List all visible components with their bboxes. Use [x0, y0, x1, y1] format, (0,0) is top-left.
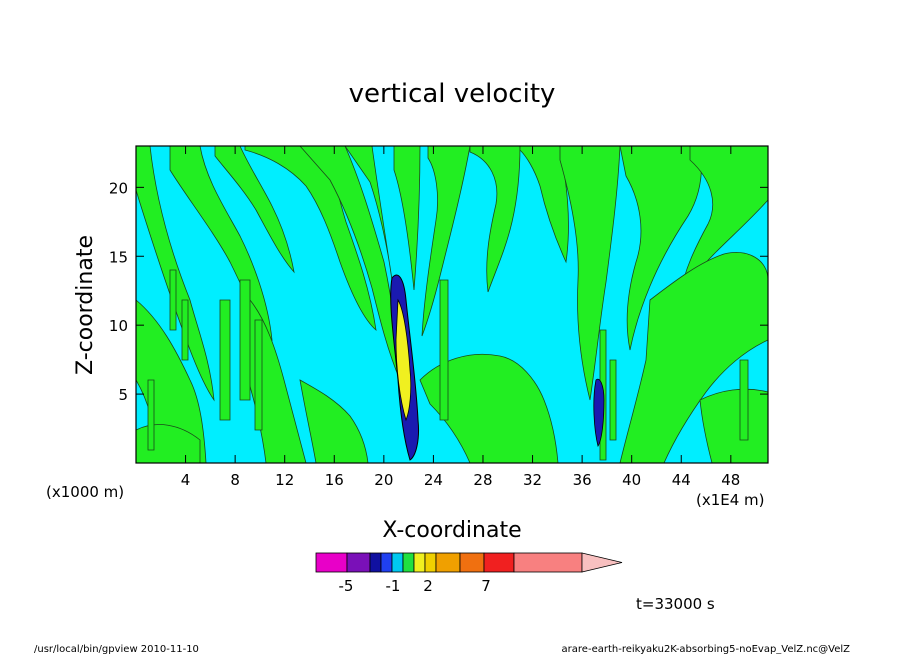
y-axis-label: Z-coordinate	[73, 235, 98, 375]
colorbar-tick-label: -1	[386, 577, 401, 595]
colorbar-tick-label: 7	[481, 577, 491, 595]
secondary-core	[593, 378, 605, 447]
positive-contour	[699, 388, 769, 464]
x-tick-label: 40	[622, 471, 641, 489]
x-tick-label: 36	[573, 471, 592, 489]
y-tick-label: 5	[118, 386, 128, 404]
y-tick-label: 15	[109, 248, 128, 266]
colorbar-segment	[459, 552, 485, 573]
colorbar-tick-label: -5	[339, 577, 354, 595]
positive-strip	[219, 299, 231, 421]
x-tick-label: 32	[523, 471, 542, 489]
positive-strip	[181, 299, 189, 361]
positive-contour	[619, 252, 769, 464]
colorbar-segment	[315, 552, 348, 573]
chart-title: vertical velocity	[349, 79, 556, 109]
plot-area	[135, 145, 769, 464]
contour-field	[135, 145, 769, 464]
x-tick-label: 48	[721, 471, 740, 489]
positive-contour	[419, 353, 559, 464]
positive-contour	[214, 145, 295, 274]
x-axis-label: X-coordinate	[382, 518, 521, 543]
positive-contour	[421, 145, 471, 337]
positive-contour	[619, 145, 702, 351]
x-tick-label: 24	[424, 471, 443, 489]
colorbar-segment	[369, 552, 382, 573]
footer-left: /usr/local/bin/gpview 2010-11-10	[34, 644, 199, 654]
y-unit-label: (x1000 m)	[46, 483, 124, 501]
x-axis: 4 8 12 16 20 24 28 32 36 40 44 48	[136, 146, 768, 489]
colorbar-arrow	[581, 552, 623, 573]
colorbar	[315, 552, 623, 573]
positive-strip	[254, 319, 263, 431]
colorbar-segment	[380, 552, 393, 573]
positive-strip	[147, 379, 155, 451]
x-tick-label: 28	[473, 471, 492, 489]
x-unit-label: (x1E4 m)	[696, 491, 765, 509]
colorbar-tick-label: 2	[423, 577, 433, 595]
positive-strip	[239, 279, 251, 401]
footer-right: arare-earth-reikyaku2K-absorbing5-noEvap…	[562, 644, 851, 654]
positive-contour	[559, 145, 621, 401]
positive-contour	[299, 379, 369, 464]
positive-contour	[393, 145, 421, 291]
colorbar-segment	[424, 552, 437, 573]
colorbar-segment	[391, 552, 404, 573]
positive-contour	[244, 145, 377, 332]
x-tick-label: 16	[325, 471, 344, 489]
colorbar-segment	[435, 552, 461, 573]
colorbar-segment	[483, 552, 515, 573]
positive-contour	[519, 145, 569, 264]
y-tick-label: 10	[109, 317, 128, 335]
positive-contour	[469, 145, 521, 293]
positive-strip	[609, 359, 617, 441]
positive-strip	[169, 269, 177, 331]
x-tick-label: 12	[275, 471, 294, 489]
positive-strip	[439, 279, 449, 421]
colorbar-segment	[513, 552, 583, 573]
x-tick-label: 44	[672, 471, 691, 489]
colorbar-segment	[402, 552, 415, 573]
x-tick-label: 20	[374, 471, 393, 489]
positive-strip	[739, 359, 749, 441]
y-tick-label: 20	[109, 179, 128, 197]
colorbar-ticks: -5 -1 2 7	[339, 577, 491, 595]
x-tick-label: 4	[181, 471, 191, 489]
time-label: t=33000 s	[636, 595, 715, 613]
x-tick-label: 8	[230, 471, 240, 489]
updraft-center	[395, 298, 412, 422]
colorbar-segment	[413, 552, 426, 573]
colorbar-segment	[346, 552, 371, 573]
y-axis: 5 10 15 20	[109, 179, 768, 404]
